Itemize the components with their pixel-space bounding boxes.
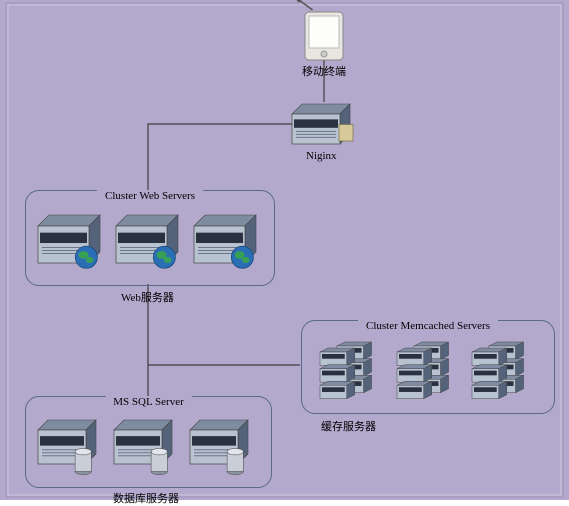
- web-cluster-box: Cluster Web Servers: [25, 190, 275, 286]
- web-cluster-label: Web服务器: [121, 289, 174, 305]
- memcached-cluster-box: Cluster Memcached Servers: [301, 320, 555, 414]
- nginx-label: Niginx: [306, 150, 337, 162]
- nginx-server-icon: [292, 104, 353, 144]
- memcached-cluster-box-title: Cluster Memcached Servers: [358, 320, 498, 332]
- memcached-cluster-label: 缓存服务器: [321, 418, 376, 434]
- mobile-label: 移动终端: [302, 63, 346, 79]
- sql-cluster-box: MS SQL Server: [25, 396, 272, 488]
- web-cluster-box-title: Cluster Web Servers: [97, 190, 203, 202]
- sql-cluster-box-title: MS SQL Server: [105, 396, 191, 408]
- sql-cluster-label: 数据库服务器: [113, 490, 179, 506]
